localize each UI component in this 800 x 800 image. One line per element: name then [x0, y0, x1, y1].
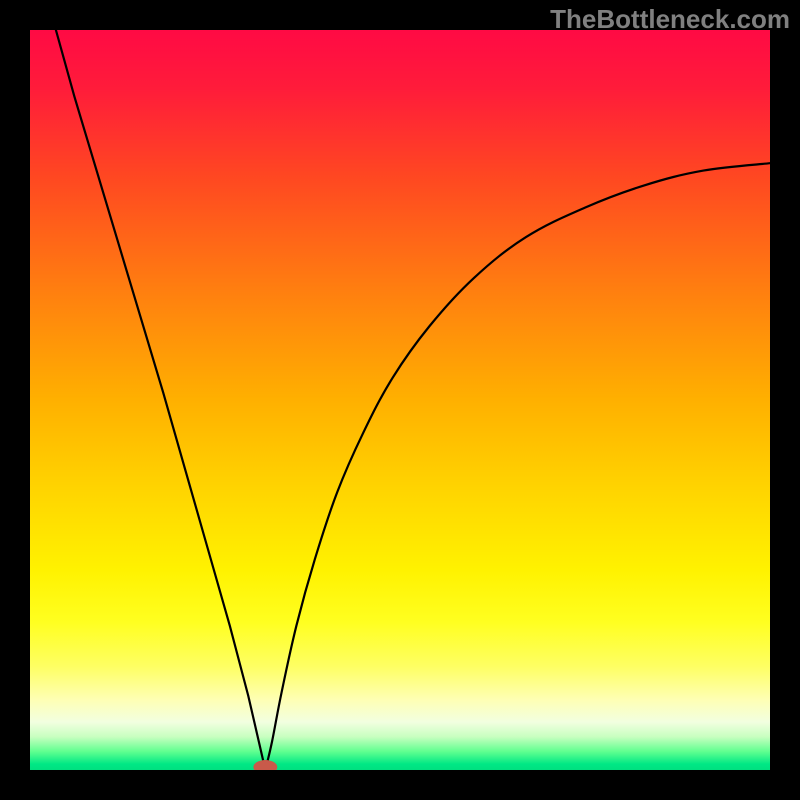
plot-area — [30, 30, 770, 770]
plot-svg — [30, 30, 770, 770]
gradient-background — [30, 30, 770, 770]
watermark-text: TheBottleneck.com — [550, 4, 790, 35]
